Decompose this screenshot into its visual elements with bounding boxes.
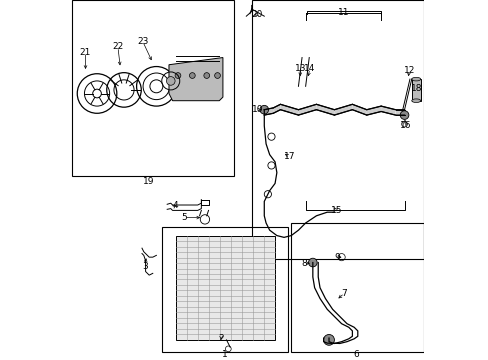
Text: 13: 13	[294, 64, 305, 73]
Polygon shape	[264, 108, 273, 115]
Text: 17: 17	[283, 152, 295, 161]
Text: 8: 8	[300, 259, 306, 268]
Text: 6: 6	[352, 350, 358, 359]
Text: 5: 5	[181, 213, 186, 222]
Circle shape	[203, 73, 209, 78]
Ellipse shape	[411, 99, 420, 103]
Text: 7: 7	[341, 289, 346, 298]
Text: 23: 23	[137, 37, 148, 46]
Text: 20: 20	[251, 10, 262, 19]
Text: 1: 1	[222, 350, 227, 359]
Circle shape	[260, 105, 268, 114]
Polygon shape	[280, 104, 298, 115]
Polygon shape	[352, 104, 366, 115]
Polygon shape	[380, 106, 395, 115]
Bar	[72, 0, 233, 176]
Bar	[251, 0, 424, 259]
Text: 19: 19	[143, 177, 155, 186]
Text: 11: 11	[337, 8, 348, 17]
Text: 4: 4	[172, 201, 178, 210]
Polygon shape	[366, 106, 380, 115]
Bar	[291, 223, 424, 352]
Polygon shape	[334, 104, 352, 115]
Circle shape	[166, 77, 175, 85]
Circle shape	[323, 334, 334, 345]
Text: 9: 9	[334, 253, 340, 262]
Text: 14: 14	[304, 64, 315, 73]
Polygon shape	[316, 104, 334, 115]
Text: 12: 12	[403, 66, 414, 75]
Circle shape	[175, 73, 181, 78]
Bar	[162, 226, 287, 352]
Polygon shape	[273, 104, 280, 113]
Text: 18: 18	[410, 84, 421, 93]
Text: 16: 16	[399, 121, 410, 130]
Bar	[176, 235, 275, 340]
Circle shape	[399, 111, 408, 120]
Polygon shape	[169, 58, 223, 101]
Polygon shape	[395, 110, 404, 115]
Polygon shape	[298, 104, 316, 115]
Text: 3: 3	[142, 262, 147, 271]
Text: 15: 15	[330, 206, 341, 215]
Text: 21: 21	[80, 48, 91, 57]
Circle shape	[214, 73, 220, 78]
Circle shape	[189, 73, 195, 78]
Ellipse shape	[411, 77, 420, 81]
Text: 2: 2	[218, 334, 224, 343]
Circle shape	[308, 258, 317, 267]
Text: 22: 22	[112, 42, 123, 51]
Text: 10: 10	[252, 105, 264, 114]
Bar	[411, 79, 420, 101]
